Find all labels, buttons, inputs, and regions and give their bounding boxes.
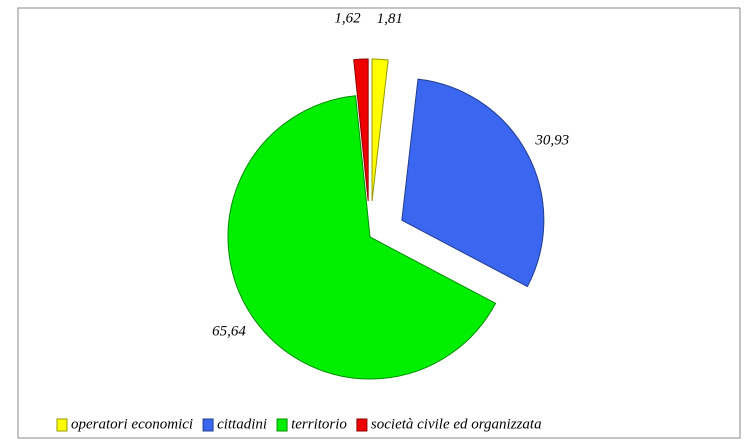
legend-label: operatori economici (71, 416, 193, 432)
pie-slice (371, 58, 389, 202)
legend-label: società civile ed organizzata (371, 416, 542, 432)
pie-slice (353, 58, 369, 202)
legend-swatch (56, 418, 68, 432)
data-label: 30,93 (534, 132, 569, 148)
pie-slice (227, 95, 497, 380)
legend-swatch (202, 418, 214, 432)
pie-slice (401, 78, 545, 288)
data-label: 65,64 (212, 323, 246, 339)
data-label: 1,81 (377, 11, 403, 27)
data-label: 1,62 (334, 11, 361, 27)
legend-label: cittadini (217, 416, 267, 432)
legend-swatch (356, 418, 368, 432)
legend-label: territorio (291, 416, 347, 432)
legend-swatch (276, 418, 288, 432)
